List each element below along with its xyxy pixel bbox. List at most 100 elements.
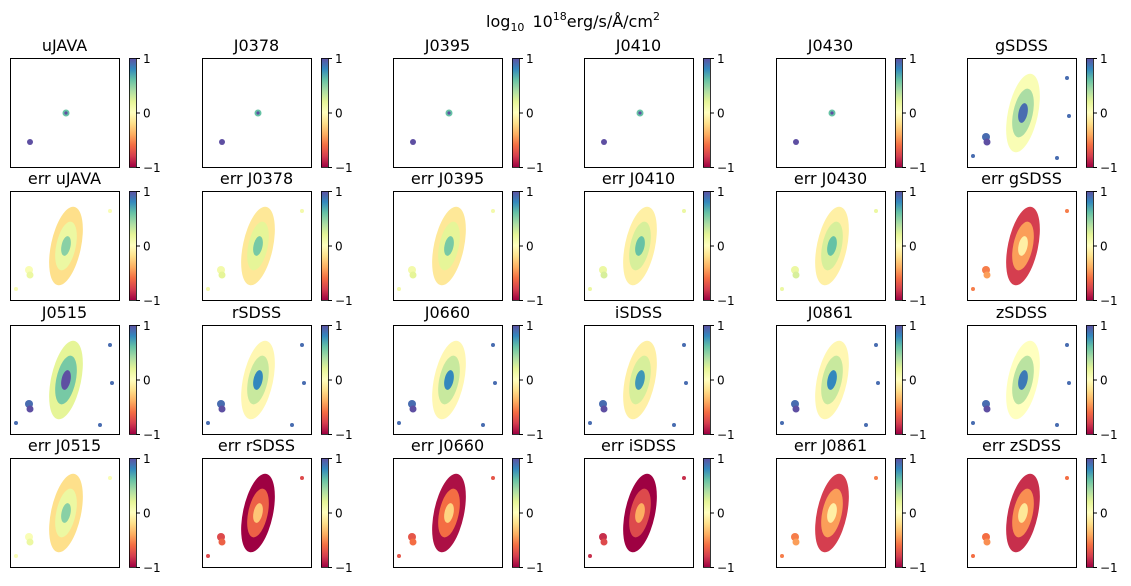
colorbar-tick-label: −1 — [717, 294, 735, 308]
source-point — [1065, 209, 1069, 213]
compact-source — [792, 271, 800, 279]
panel-frame — [202, 325, 312, 435]
colorbar-tick-label: −1 — [526, 161, 544, 175]
colorbar-tick-label: 1 — [717, 319, 725, 333]
galaxy-core — [444, 370, 454, 390]
panel-title: err gSDSS — [981, 169, 1062, 188]
panel: err J0378 1 0 −1 — [202, 169, 353, 308]
colorbar-tick-label: 0 — [717, 107, 725, 121]
panel-image — [397, 473, 495, 558]
colorbar — [129, 458, 136, 567]
panel-image — [14, 340, 114, 427]
panel: iSDSS 1 0 −1 — [584, 303, 735, 442]
panel: J0660 1 0 −1 — [393, 303, 544, 442]
colorbar-tick-label: 0 — [909, 374, 917, 388]
colorbar-tick-label: −1 — [335, 428, 353, 442]
source-point — [682, 476, 686, 480]
colorbar-tick-label: −1 — [1100, 428, 1118, 442]
colorbar-tick-label: −1 — [909, 161, 927, 175]
panel-frame — [584, 325, 694, 435]
panel-image — [588, 340, 688, 427]
galaxy-core — [827, 503, 837, 523]
colorbar — [512, 58, 519, 167]
colorbar-tick-label: −1 — [909, 294, 927, 308]
colorbar — [1086, 325, 1093, 434]
galaxy-core — [827, 370, 837, 390]
colorbar-tick-label: 0 — [1100, 374, 1108, 388]
colorbar-tick-label: 1 — [335, 185, 343, 199]
source-point — [864, 423, 868, 427]
colorbar-tick-label: 1 — [717, 452, 725, 466]
colorbar — [129, 191, 136, 300]
panel: J0410 1 0 −1 — [584, 36, 735, 175]
source-point — [300, 209, 304, 213]
colorbar-tick-label: 1 — [335, 52, 343, 66]
panel-frame — [393, 458, 503, 568]
colorbar-tick-label: −1 — [717, 428, 735, 442]
panel-frame — [967, 58, 1077, 168]
panel-frame — [584, 458, 694, 568]
galaxy-core — [827, 236, 837, 256]
panel-title: err J0430 — [794, 169, 867, 188]
compact-source — [26, 538, 34, 546]
colorbar-tick-label: 0 — [1100, 107, 1108, 121]
panel: J0515 1 0 −1 — [10, 303, 161, 442]
colorbar-tick-label: 1 — [1100, 52, 1108, 66]
panel: err J0515 1 0 −1 — [10, 436, 161, 575]
panel: J0861 1 0 −1 — [776, 303, 927, 442]
panel: err rSDSS 1 0 −1 — [202, 436, 353, 575]
colorbar-tick-label: 1 — [143, 185, 151, 199]
colorbar-tick-label: 1 — [526, 52, 534, 66]
colorbar-tick-label: 0 — [526, 374, 534, 388]
galaxy-core — [61, 236, 71, 256]
panel-frame — [967, 325, 1077, 435]
panel: err J0395 1 0 −1 — [393, 169, 544, 308]
source-point — [588, 421, 592, 425]
source-point — [971, 554, 975, 558]
colorbar-tick-label: 1 — [335, 319, 343, 333]
panel-frame — [776, 458, 886, 568]
compact-source — [218, 538, 226, 546]
panel-image — [397, 340, 497, 427]
source-point — [1065, 343, 1069, 347]
colorbar — [703, 191, 710, 300]
compact-source — [600, 271, 608, 279]
source-point — [780, 421, 784, 425]
panel-frame — [202, 58, 312, 168]
panel-image — [27, 109, 70, 145]
panel-frame — [10, 191, 120, 301]
colorbar — [1086, 191, 1093, 300]
galaxy-nucleus — [638, 111, 642, 115]
source-point — [1065, 476, 1069, 480]
colorbar — [512, 191, 519, 300]
panel-title: J0378 — [233, 36, 279, 55]
panel-image — [397, 206, 495, 291]
colorbar-tick-label: 0 — [1100, 240, 1108, 254]
colorbar-tick-label: 1 — [526, 185, 534, 199]
colorbar-tick-label: −1 — [143, 561, 161, 575]
panel-image — [206, 473, 304, 558]
compact-source — [410, 139, 416, 145]
panel-frame — [202, 191, 312, 301]
source-point — [108, 476, 112, 480]
panel-title: err J0861 — [794, 436, 867, 455]
compact-source — [218, 271, 226, 279]
colorbar-tick-label: 0 — [909, 107, 917, 121]
panel-image — [971, 340, 1071, 427]
galaxy-core — [635, 503, 645, 523]
source-point — [491, 209, 495, 213]
colorbar-tick-label: 0 — [143, 374, 151, 388]
panel: uJAVA 1 0 −1 — [10, 36, 161, 175]
panel-image — [588, 473, 686, 558]
colorbar-tick-label: 1 — [717, 52, 725, 66]
colorbar-tick-label: 0 — [143, 240, 151, 254]
galaxy-core — [1018, 103, 1028, 123]
source-point — [206, 554, 210, 558]
panel: err zSDSS 1 0 −1 — [967, 436, 1118, 575]
source-point — [1055, 156, 1059, 160]
compact-source — [26, 405, 34, 413]
panel-title: err J0515 — [28, 436, 101, 455]
source-point — [110, 381, 114, 385]
colorbar-tick-label: −1 — [335, 561, 353, 575]
panel-title: err J0410 — [602, 169, 675, 188]
